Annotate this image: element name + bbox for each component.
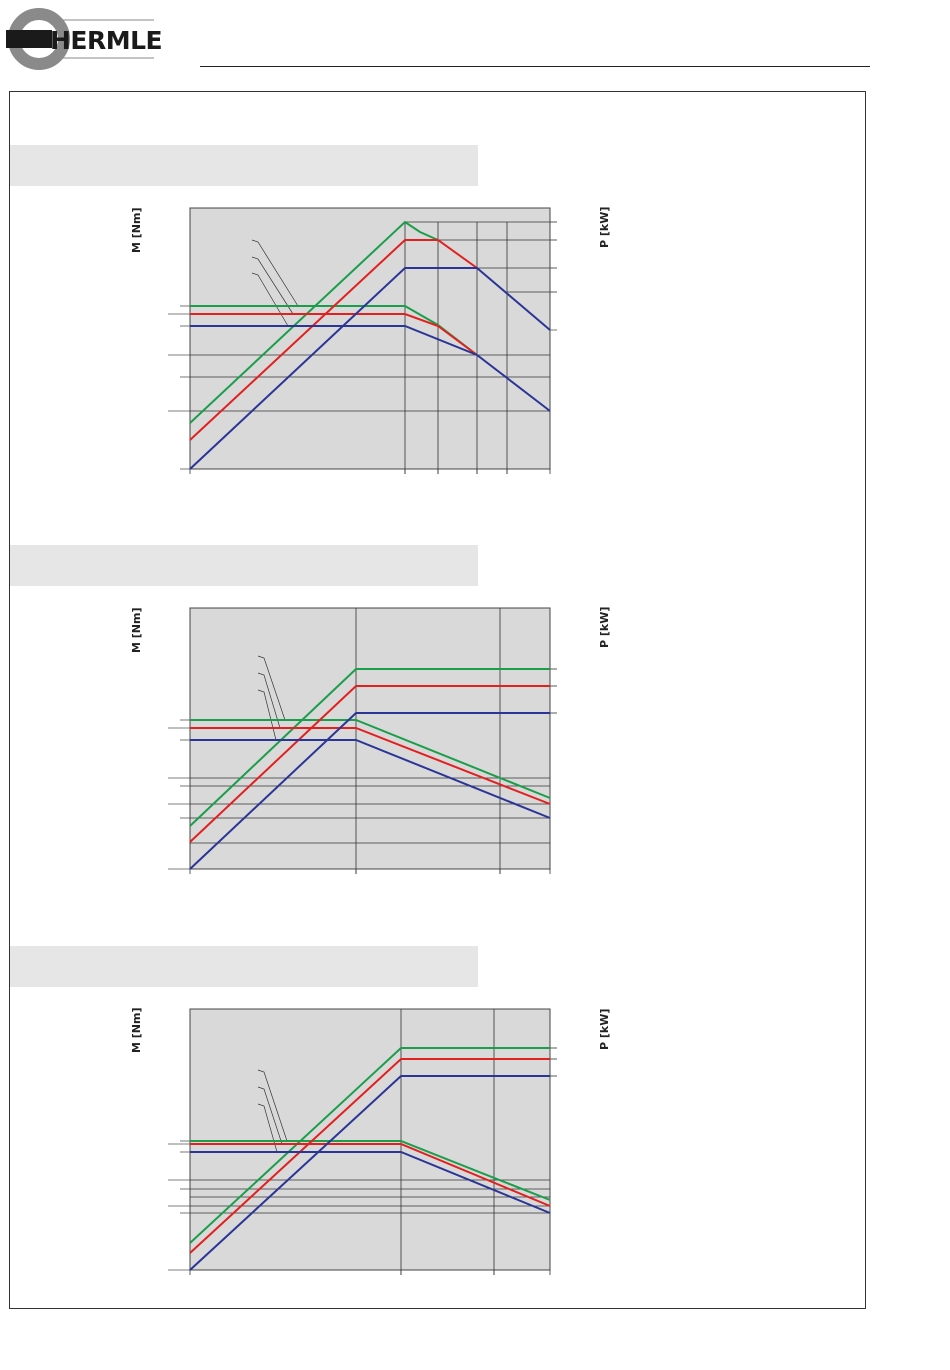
chart-2-leader-line-2 — [257, 672, 281, 729]
chart-1-blue-torque-curve — [190, 325, 551, 412]
chart-2-blue-power-curve — [189, 712, 550, 870]
chart-1-leader-line-1 — [251, 239, 299, 307]
chart-2-blue-torque-curve — [190, 739, 551, 819]
chart-1-green-power-curve — [189, 220, 439, 424]
chart-2-red-power-curve — [189, 685, 550, 843]
header-rule — [200, 66, 870, 67]
section-band-1 — [10, 145, 478, 186]
chart-3-red-power-curve — [189, 1058, 550, 1254]
section-band-2 — [10, 545, 478, 586]
chart-2-leader-line-3 — [257, 689, 277, 741]
chart-3-red-torque-curve — [190, 1143, 551, 1207]
chart-3-leader-line-1 — [257, 1069, 288, 1142]
page-frame — [9, 91, 866, 1309]
logo-ring-icon — [6, 8, 154, 70]
section-band-3 — [10, 946, 478, 987]
chart-3-plot-area — [189, 1008, 551, 1271]
chart-3-green-power-curve — [189, 1047, 550, 1244]
chart-2-plot-area — [189, 607, 551, 870]
chart-2-green-power-curve — [189, 668, 550, 827]
logo-text: HERMLE — [50, 26, 163, 55]
hermle-logo: HERMLE — [6, 6, 163, 72]
chart-2-red-torque-curve — [190, 727, 551, 805]
chart-3-blue-power-curve — [189, 1075, 550, 1271]
chart-1-leader-line-2 — [251, 256, 294, 315]
chart-3-blue-torque-curve — [190, 1151, 551, 1214]
chart-1-red-torque-curve — [190, 313, 478, 356]
chart-1-blue-power-curve — [189, 267, 551, 470]
chart-1-leader-line-3 — [251, 272, 289, 327]
chart-3-leader-line-2 — [257, 1086, 283, 1145]
chart-2-green-torque-curve — [190, 719, 551, 799]
chart-2-leader-line-1 — [257, 655, 286, 721]
chart-1-red-power-curve — [189, 239, 478, 441]
chart-1-plot-area — [189, 207, 551, 470]
chart-3-green-torque-curve — [190, 1140, 551, 1201]
chart-3-leader-line-3 — [257, 1103, 278, 1153]
